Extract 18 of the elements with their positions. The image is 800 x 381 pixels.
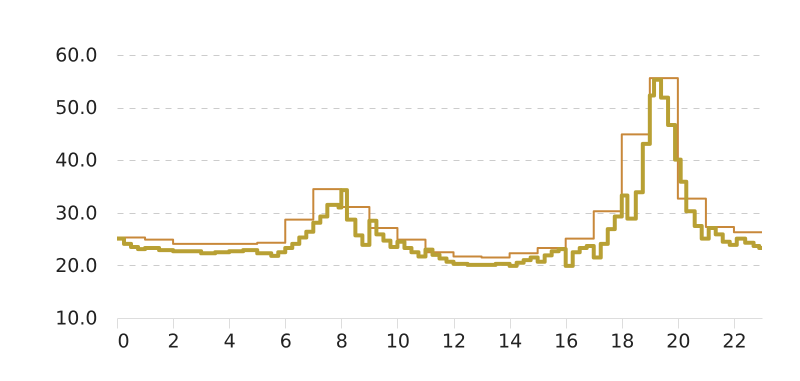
x-tick-label: 8: [336, 330, 348, 352]
x-tick-label: 0: [118, 330, 130, 352]
x-tick-label: 2: [168, 330, 180, 352]
x-tick-label: 10: [386, 330, 410, 352]
x-tick-label: 16: [554, 330, 578, 352]
x-tick-label: 6: [280, 330, 292, 352]
y-tick-label: 30.0: [55, 202, 98, 224]
x-tick-label: 18: [610, 330, 634, 352]
x-tick-label: 20: [666, 330, 690, 352]
y-tick-label: 10.0: [55, 308, 98, 330]
x-tick-label: 4: [224, 330, 236, 352]
x-tick-label: 14: [498, 330, 522, 352]
y-tick-label: 40.0: [55, 150, 98, 172]
x-tick-label: 12: [442, 330, 466, 352]
y-tick-label: 20.0: [55, 254, 98, 277]
y-tick-label: 50.0: [55, 97, 98, 120]
y-tick-label: 60.0: [55, 44, 98, 66]
x-tick-label: 22: [722, 330, 747, 352]
